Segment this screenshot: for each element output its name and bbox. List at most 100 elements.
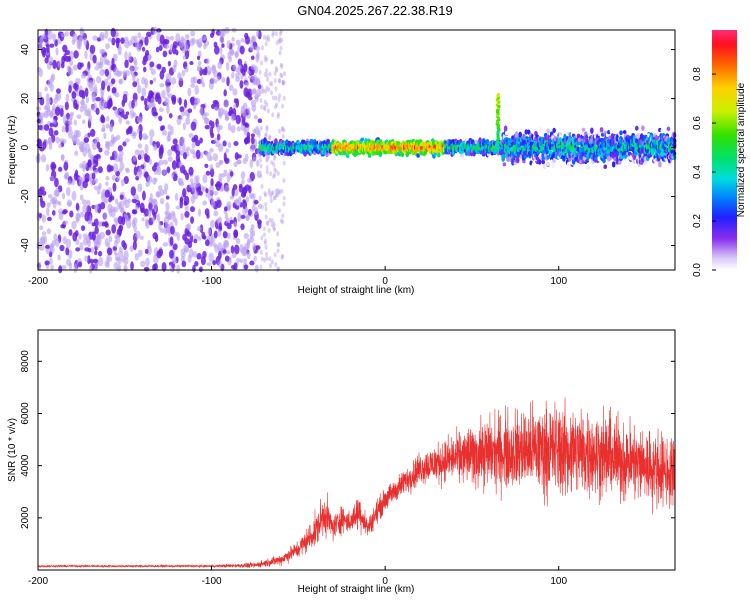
noise-cell xyxy=(281,79,285,85)
noise-cell xyxy=(244,137,248,145)
noise-cell xyxy=(152,264,157,271)
signal-cell xyxy=(622,130,627,135)
noise-cell xyxy=(87,159,92,167)
noise-cell xyxy=(201,231,206,240)
noise-cell xyxy=(117,145,123,152)
noise-cell xyxy=(215,162,221,169)
noise-cell xyxy=(270,218,274,224)
noise-cell xyxy=(167,156,173,163)
noise-cell xyxy=(143,78,148,85)
noise-cell xyxy=(44,260,50,266)
noise-cell xyxy=(124,39,130,49)
noise-cell xyxy=(192,264,196,273)
noise-cell xyxy=(235,39,241,46)
noise-cell xyxy=(105,181,109,187)
noise-cell xyxy=(276,112,280,118)
noise-cell xyxy=(273,195,277,201)
noise-cell xyxy=(264,88,268,94)
noise-cell xyxy=(99,201,106,210)
noise-cell xyxy=(37,140,43,149)
noise-cell xyxy=(147,175,153,184)
noise-cell xyxy=(144,248,149,254)
noise-cell xyxy=(52,103,56,111)
noise-cell xyxy=(264,201,268,207)
noise-cell xyxy=(245,213,250,222)
noise-cell xyxy=(83,37,88,47)
noise-cell xyxy=(108,235,113,243)
noise-cell xyxy=(188,133,194,139)
noise-cell xyxy=(134,149,141,156)
noise-cell xyxy=(266,156,270,162)
noise-cell xyxy=(122,70,128,75)
noise-cell xyxy=(137,183,143,192)
noise-cell xyxy=(105,58,110,65)
noise-cell xyxy=(44,86,49,92)
spectrogram-y-label: Frequency (Hz) xyxy=(7,116,18,185)
noise-cell xyxy=(263,191,267,197)
noise-cell xyxy=(274,262,278,268)
noise-cell xyxy=(166,135,171,142)
noise-cell xyxy=(138,130,143,141)
noise-cell xyxy=(282,177,286,183)
noise-cell xyxy=(46,43,50,54)
snr-x-ticks: -200 -100 0 100 xyxy=(28,566,567,587)
noise-cell xyxy=(94,177,99,184)
noise-cell xyxy=(234,50,239,59)
noise-cell xyxy=(256,30,260,38)
noise-cell xyxy=(269,193,273,199)
noise-cell xyxy=(281,219,285,225)
noise-cell xyxy=(221,76,226,83)
noise-cell xyxy=(105,175,110,181)
signal-cell xyxy=(378,150,383,158)
noise-cell xyxy=(186,231,192,237)
noise-cell xyxy=(277,190,281,196)
noise-cell xyxy=(120,37,125,44)
noise-cell xyxy=(265,85,269,91)
noise-cell xyxy=(135,230,141,239)
noise-cell xyxy=(104,143,109,149)
signal-cell xyxy=(672,151,677,156)
noise-cell xyxy=(246,131,251,140)
noise-cell xyxy=(183,169,187,176)
noise-cell xyxy=(65,247,70,256)
signal-cell xyxy=(566,161,571,168)
noise-cell xyxy=(191,142,196,149)
noise-cell xyxy=(164,96,168,106)
noise-cell xyxy=(91,172,96,180)
noise-cell xyxy=(89,128,96,138)
noise-cell xyxy=(144,36,149,46)
noise-cell xyxy=(129,245,134,252)
noise-cell xyxy=(62,114,68,124)
noise-cell xyxy=(68,229,73,237)
noise-cell xyxy=(58,143,62,149)
noise-cell xyxy=(254,264,259,273)
noise-cell xyxy=(119,106,123,113)
noise-cell xyxy=(103,132,107,140)
noise-cell xyxy=(181,142,186,152)
noise-cell xyxy=(233,221,238,229)
noise-cell xyxy=(111,174,116,181)
noise-cell xyxy=(67,67,74,76)
signal-cell xyxy=(672,138,677,143)
noise-cell xyxy=(257,118,263,124)
noise-cell xyxy=(63,161,69,171)
noise-cell xyxy=(73,82,78,90)
noise-cell xyxy=(181,260,187,268)
noise-cell xyxy=(106,241,111,248)
noise-cell xyxy=(132,112,137,118)
noise-cell xyxy=(132,92,138,102)
noise-cell xyxy=(88,166,93,171)
noise-cell xyxy=(231,72,235,79)
noise-cell xyxy=(45,93,50,102)
noise-cell xyxy=(242,102,248,111)
noise-cell xyxy=(78,176,83,187)
noise-cell xyxy=(170,210,176,217)
noise-cell xyxy=(268,263,272,269)
noise-cell xyxy=(110,64,115,71)
noise-cell xyxy=(121,216,126,226)
noise-cell xyxy=(50,75,55,84)
noise-cell xyxy=(239,80,244,89)
noise-cell xyxy=(116,175,121,182)
noise-cell xyxy=(206,262,212,267)
noise-cell xyxy=(123,176,129,185)
